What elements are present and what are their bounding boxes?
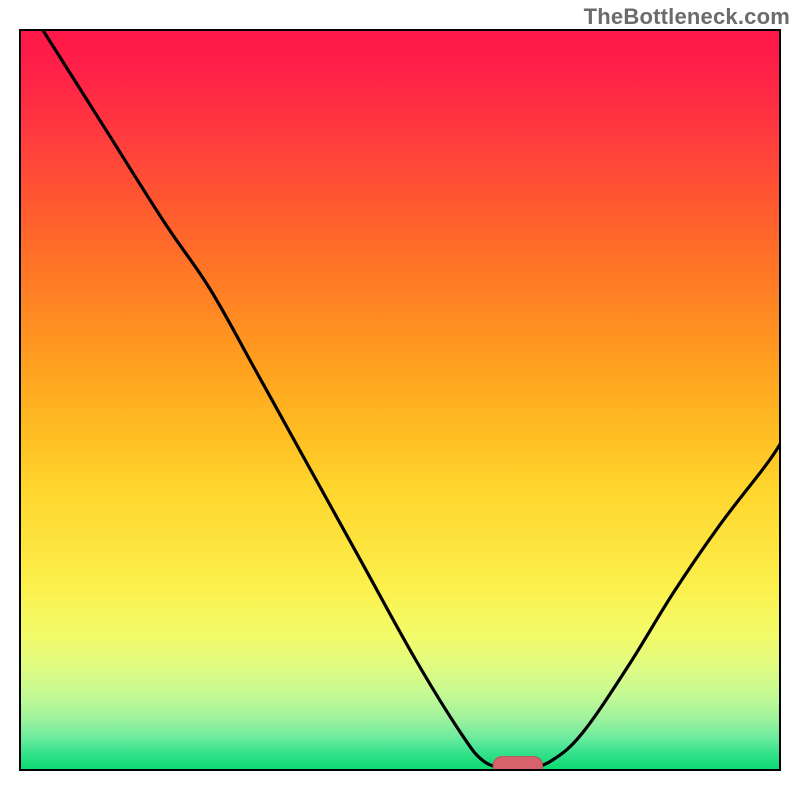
optimal-marker [493,757,542,775]
gradient-background [20,30,780,770]
bottleneck-chart [0,0,800,800]
chart-container: TheBottleneck.com [0,0,800,800]
plot-area [20,30,780,774]
